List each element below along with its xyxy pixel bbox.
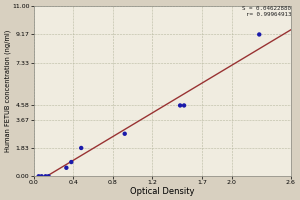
Point	[257, 33, 262, 36]
Y-axis label: Human FETUB concentration (ng/ml): Human FETUB concentration (ng/ml)	[4, 30, 11, 152]
Point	[64, 166, 69, 169]
X-axis label: Optical Density: Optical Density	[130, 187, 195, 196]
Point	[46, 175, 51, 178]
Point	[69, 160, 74, 164]
Point	[43, 175, 48, 178]
Point	[178, 104, 182, 107]
Point	[79, 146, 84, 150]
Point	[122, 132, 127, 135]
Point	[36, 175, 41, 178]
Text: S = 0.04622880
r= 0.99964913: S = 0.04622880 r= 0.99964913	[242, 6, 291, 17]
Point	[182, 104, 187, 107]
Point	[39, 175, 44, 178]
